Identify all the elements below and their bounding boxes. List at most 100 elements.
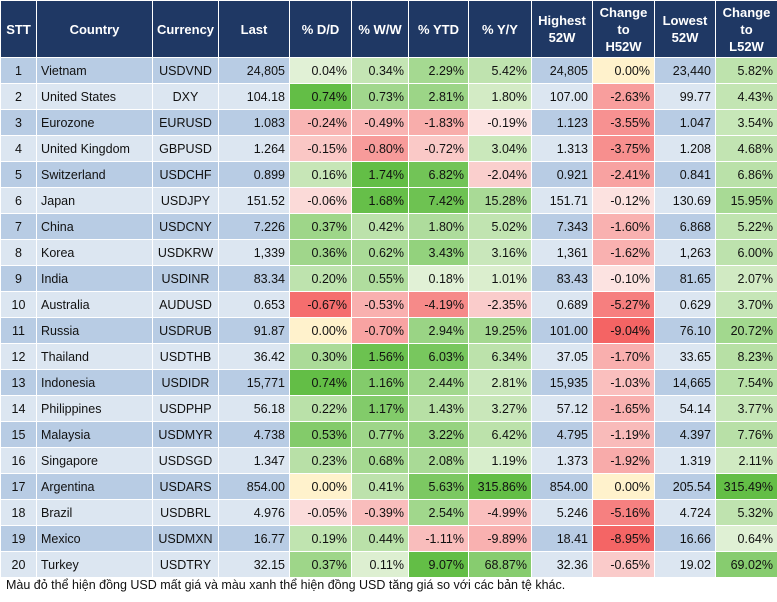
row-index: 11	[0, 317, 37, 344]
value-cell: 1.347	[218, 447, 290, 474]
value-cell: 5.32%	[715, 499, 777, 526]
value-cell: 3.54%	[715, 109, 777, 136]
country: Singapore	[36, 447, 153, 474]
table-row: 6 Japan USDJPY 151.52 -0.06% 1.68% 7.42% 15.28%…	[0, 187, 777, 214]
currency: AUDUSD	[152, 291, 219, 318]
table-row: 18 Brazil USDBRL 4.976 -0.05% -0.39% 2.54% -4.9…	[0, 499, 777, 526]
value-cell: 1.264	[218, 135, 290, 162]
table-row: 19 Mexico USDMXN 16.77 0.19% 0.44% -1.11% -9.89…	[0, 525, 777, 552]
column-header: Lowest 52W	[654, 0, 716, 58]
value-cell: 0.921	[531, 161, 593, 188]
value-cell: -1.60%	[592, 213, 655, 240]
value-cell: -1.62%	[592, 239, 655, 266]
value-cell: 2.29%	[408, 57, 469, 84]
value-cell: 15.95%	[715, 187, 777, 214]
value-cell: 0.37%	[289, 213, 352, 240]
table-row: 5 Switzerland USDCHF 0.899 0.16% 1.74% 6.82% -2…	[0, 161, 777, 188]
value-cell: 5.02%	[468, 213, 532, 240]
value-cell: 2.81%	[408, 83, 469, 110]
table-row: 14 Philippines USDPHP 56.18 0.22% 1.17% 1.43% 3…	[0, 395, 777, 422]
value-cell: -0.39%	[351, 499, 409, 526]
value-cell: 0.899	[218, 161, 290, 188]
value-cell: 56.18	[218, 395, 290, 422]
header-row: STT Country Currency Last% D/D% W/W% YTD% Y…	[0, 0, 777, 58]
column-header: Country	[36, 0, 153, 58]
column-header: % Y/Y	[468, 0, 532, 58]
country: India	[36, 265, 153, 292]
value-cell: 2.94%	[408, 317, 469, 344]
column-header: Currency	[152, 0, 219, 58]
value-cell: 32.15	[218, 551, 290, 578]
value-cell: 0.36%	[289, 239, 352, 266]
value-cell: 15.28%	[468, 187, 532, 214]
value-cell: 19.25%	[468, 317, 532, 344]
value-cell: -0.10%	[592, 265, 655, 292]
value-cell: 5.246	[531, 499, 593, 526]
value-cell: 4.397	[654, 421, 716, 448]
table-row: 7 China USDCNY 7.226 0.37% 0.42% 1.80% 5.02% 7.3…	[0, 213, 777, 240]
value-cell: 76.10	[654, 317, 716, 344]
value-cell: 151.71	[531, 187, 593, 214]
country: Philippines	[36, 395, 153, 422]
value-cell: 83.34	[218, 265, 290, 292]
value-cell: 0.16%	[289, 161, 352, 188]
value-cell: 20.72%	[715, 317, 777, 344]
value-cell: 8.23%	[715, 343, 777, 370]
value-cell: 0.74%	[289, 83, 352, 110]
country: China	[36, 213, 153, 240]
table-body: 1 Vietnam USDVND 24,805 0.04% 0.34% 2.29% 5.42%…	[0, 57, 777, 578]
value-cell: 6.03%	[408, 343, 469, 370]
value-cell: 36.42	[218, 343, 290, 370]
table-row: 16 Singapore USDSGD 1.347 0.23% 0.68% 2.08% 1.1…	[0, 447, 777, 474]
value-cell: 14,665	[654, 369, 716, 396]
value-cell: 0.00%	[289, 473, 352, 500]
value-cell: 4.738	[218, 421, 290, 448]
value-cell: -0.53%	[351, 291, 409, 318]
footnote: Màu đỏ thể hiện đồng USD mất giá và màu …	[6, 578, 566, 592]
column-header: % YTD	[408, 0, 469, 58]
value-cell: 99.77	[654, 83, 716, 110]
value-cell: 1.373	[531, 447, 593, 474]
value-cell: 1.16%	[351, 369, 409, 396]
value-cell: 0.41%	[351, 473, 409, 500]
currency: GBPUSD	[152, 135, 219, 162]
value-cell: 54.14	[654, 395, 716, 422]
currency: USDKRW	[152, 239, 219, 266]
value-cell: -5.27%	[592, 291, 655, 318]
value-cell: -0.06%	[289, 187, 352, 214]
value-cell: 1.56%	[351, 343, 409, 370]
value-cell: 3.27%	[468, 395, 532, 422]
value-cell: -4.99%	[468, 499, 532, 526]
value-cell: -1.70%	[592, 343, 655, 370]
value-cell: 7.54%	[715, 369, 777, 396]
value-cell: -2.63%	[592, 83, 655, 110]
table-row: 2 United States DXY 104.18 0.74% 0.73% 2.81% 1.…	[0, 83, 777, 110]
country: Vietnam	[36, 57, 153, 84]
value-cell: 854.00	[218, 473, 290, 500]
value-cell: 2.11%	[715, 447, 777, 474]
table-row: 9 India USDINR 83.34 0.20% 0.55% 0.18% 1.01% 83.…	[0, 265, 777, 292]
value-cell: 15,935	[531, 369, 593, 396]
value-cell: 24,805	[531, 57, 593, 84]
value-cell: 4.795	[531, 421, 593, 448]
value-cell: 0.55%	[351, 265, 409, 292]
value-cell: 107.00	[531, 83, 593, 110]
value-cell: 1,263	[654, 239, 716, 266]
fx-table: STT Country Currency Last% D/D% W/W% YTD% Y…	[0, 0, 777, 578]
value-cell: 0.74%	[289, 369, 352, 396]
row-index: 16	[0, 447, 37, 474]
country: Eurozone	[36, 109, 153, 136]
value-cell: 0.20%	[289, 265, 352, 292]
value-cell: 3.77%	[715, 395, 777, 422]
value-cell: -1.19%	[592, 421, 655, 448]
value-cell: 315.86%	[468, 473, 532, 500]
value-cell: 6.868	[654, 213, 716, 240]
row-index: 20	[0, 551, 37, 578]
value-cell: 0.00%	[592, 473, 655, 500]
value-cell: 2.44%	[408, 369, 469, 396]
value-cell: 24,805	[218, 57, 290, 84]
value-cell: -9.04%	[592, 317, 655, 344]
value-cell: 4.68%	[715, 135, 777, 162]
table-row: 8 Korea USDKRW 1,339 0.36% 0.62% 3.43% 3.16% 1,3…	[0, 239, 777, 266]
